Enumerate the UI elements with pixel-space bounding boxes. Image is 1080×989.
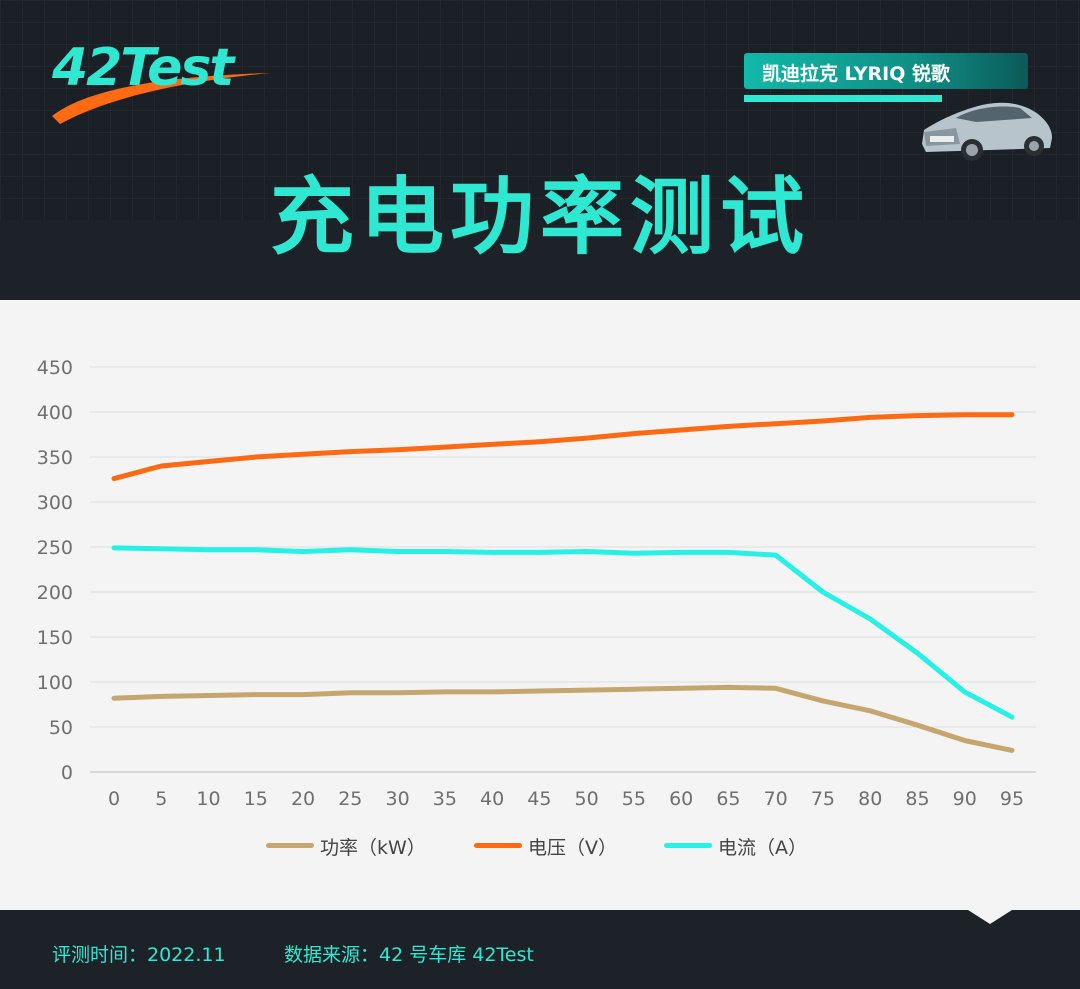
series-line-power — [111, 684, 1015, 753]
y-tick-label-50: 50 — [49, 717, 73, 739]
legend-swatch-voltage — [474, 843, 522, 848]
x-tick-label-75: 75 — [811, 788, 835, 810]
x-tick-label-40: 40 — [480, 788, 504, 810]
x-tick-label-20: 20 — [291, 788, 315, 810]
y-tick-label-150: 150 — [37, 627, 73, 649]
footer-source: 数据来源：42 号车库 42Test — [284, 944, 534, 966]
legend-label-voltage: 电压（V） — [528, 837, 617, 859]
footer: 评测时间：2022.11 数据来源：42 号车库 42Test — [0, 910, 1080, 989]
legend-label-current: 电流（A） — [718, 837, 807, 859]
car-image — [922, 102, 1052, 161]
legend-label-power: 功率（kW） — [320, 837, 426, 859]
y-tick-label-200: 200 — [37, 582, 73, 604]
footer-date: 评测时间：2022.11 — [52, 944, 226, 966]
x-tick-label-10: 10 — [196, 788, 220, 810]
legend-swatch-power — [266, 843, 314, 848]
x-tick-label-80: 80 — [858, 788, 882, 810]
car-model-text: 凯迪拉克 LYRIQ 锐歌 — [762, 63, 950, 85]
x-tick-label-45: 45 — [527, 788, 551, 810]
y-tick-label-100: 100 — [37, 672, 73, 694]
logo: 42Test — [48, 38, 288, 128]
x-tick-label-60: 60 — [669, 788, 693, 810]
y-tick-label-450: 450 — [37, 357, 73, 379]
x-tick-label-15: 15 — [244, 788, 268, 810]
x-tick-label-65: 65 — [716, 788, 740, 810]
y-tick-label-300: 300 — [37, 492, 73, 514]
chart-legend: 功率（kW） 电压（V） 电流（A） — [0, 830, 1080, 860]
x-tick-label-35: 35 — [433, 788, 457, 810]
footer-notch-icon — [968, 910, 1012, 924]
logo-swoosh-icon — [52, 73, 270, 124]
badge-underline — [744, 95, 942, 102]
header: 42Test 凯迪拉克 LYRIQ 锐歌 充电功率测试 — [0, 0, 1080, 300]
x-tick-label-30: 30 — [385, 788, 409, 810]
legend-swatch-current — [664, 843, 712, 848]
x-tick-label-95: 95 — [1000, 788, 1024, 810]
x-tick-label-50: 50 — [575, 788, 599, 810]
series-line-current — [111, 545, 1015, 720]
x-tick-label-25: 25 — [338, 788, 362, 810]
y-tick-label-250: 250 — [37, 537, 73, 559]
x-tick-label-85: 85 — [905, 788, 929, 810]
x-tick-label-90: 90 — [953, 788, 977, 810]
y-tick-label-400: 400 — [37, 402, 73, 424]
x-tick-label-5: 5 — [155, 788, 167, 810]
page-title: 充电功率测试 — [269, 168, 810, 266]
logo-text: 42Test — [52, 38, 234, 98]
chart-area: 0 50 100 150 200 250 300 350 400 450 0 5 10 15 20 25 30 3… — [0, 300, 1080, 910]
car-model-badge: 凯迪拉克 LYRIQ 锐歌 — [744, 53, 1028, 89]
x-tick-label-55: 55 — [622, 788, 646, 810]
x-tick-label-70: 70 — [764, 788, 788, 810]
y-tick-label-350: 350 — [37, 447, 73, 469]
series-line-voltage — [111, 412, 1015, 482]
line-chart: 0 50 100 150 200 250 300 350 400 450 0 5 10 15 20 25 30 3… — [37, 357, 1036, 810]
header-band — [0, 220, 1080, 300]
x-tick-label-0: 0 — [108, 788, 120, 810]
y-tick-label-0: 0 — [61, 762, 73, 784]
